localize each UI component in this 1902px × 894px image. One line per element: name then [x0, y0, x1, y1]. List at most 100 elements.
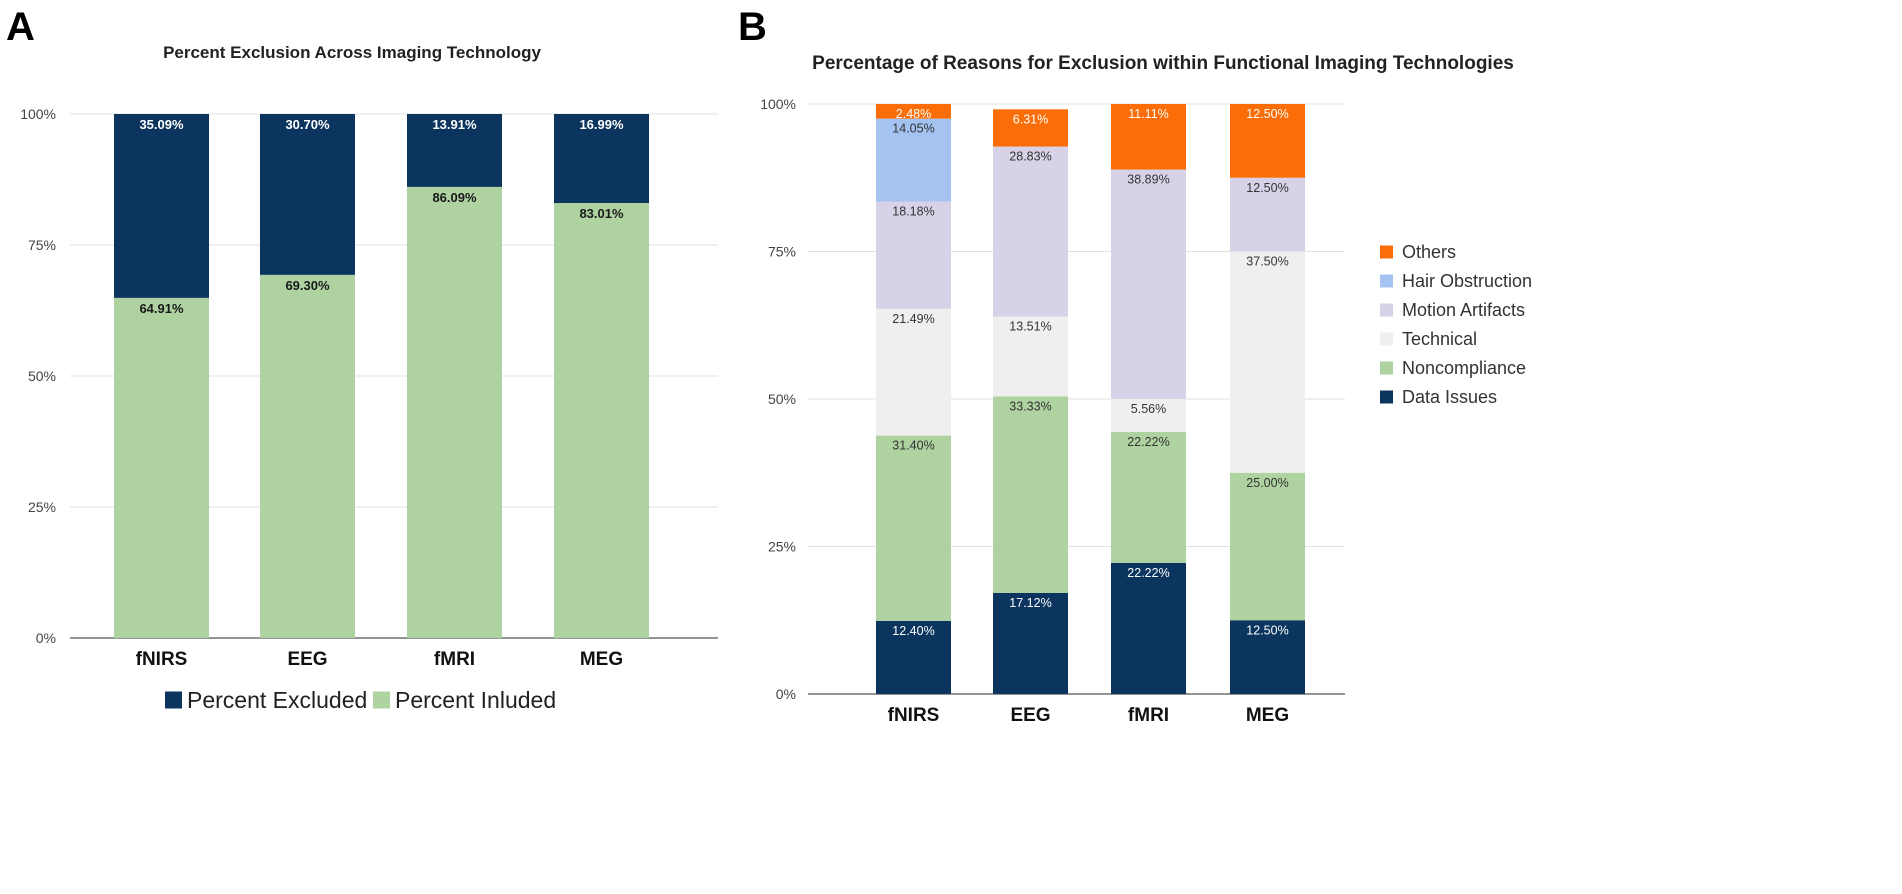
y-tick-label: 50% [28, 368, 56, 384]
data-label-hair-obstruction-fnirs: 14.05% [892, 122, 934, 136]
bar-segment-data-issues-meg [1230, 620, 1305, 694]
x-tick-label-fnirs: fNIRS [136, 649, 188, 670]
bar-segment-technical-fmri [1111, 399, 1186, 432]
legend-swatch-technical [1380, 332, 1393, 346]
legend-swatch-noncompliance [1380, 361, 1393, 375]
panel-a-letter: A [6, 5, 35, 49]
data-label-motion-artifacts-eeg: 28.83% [1009, 150, 1051, 164]
data-label-technical-fmri: 5.56% [1131, 402, 1166, 416]
legend-label-motion-artifacts: Motion Artifacts [1402, 300, 1525, 320]
chart-a: 0% 25% 50% 75% 100% 64.91% 35.09% fNIRS 69.30% 30… [20, 106, 718, 713]
y-tick-label: 75% [768, 244, 796, 260]
bar-segment-percent-excluded-eeg [260, 114, 355, 275]
bar-segment-noncompliance-eeg [993, 396, 1068, 593]
y-tick-label: 0% [36, 630, 56, 646]
data-label-percent-excluded-fnirs: 35.09% [139, 117, 184, 132]
legend-label-hair-obstruction: Hair Obstruction [1402, 271, 1532, 291]
bar-segment-hair-obstruction-fnirs [876, 118, 951, 202]
y-tick-label: 25% [28, 499, 56, 515]
data-label-data-issues-eeg: 17.12% [1009, 596, 1051, 610]
data-label-percent-inluded-fnirs: 64.91% [139, 301, 184, 316]
x-tick-label-fnirs: fNIRS [888, 705, 940, 726]
chart-b-title: Percentage of Reasons for Exclusion with… [812, 53, 1514, 74]
data-label-technical-fnirs: 21.49% [892, 312, 934, 326]
legend-label-percent-excluded: Percent Excluded [187, 687, 367, 713]
data-label-technical-eeg: 13.51% [1009, 320, 1051, 334]
panel-b-letter: B [738, 5, 767, 49]
bar-segment-percent-inluded-eeg [260, 274, 355, 638]
bar-segment-others-eeg [993, 109, 1068, 147]
chart-b: 0% 25% 50% 75% 100% 12.40% 31.40% 21.49% 18.18% 1… [760, 96, 1532, 726]
y-tick-label: 50% [768, 391, 796, 407]
data-label-data-issues-fnirs: 12.40% [892, 624, 934, 638]
bar-segment-noncompliance-fnirs [876, 435, 951, 621]
bar-segment-motion-artifacts-fmri [1111, 169, 1186, 399]
bar-segment-technical-fnirs [876, 308, 951, 436]
data-label-noncompliance-eeg: 33.33% [1009, 399, 1051, 413]
legend-swatch-percent-excluded [165, 691, 182, 709]
bar-segment-percent-excluded-meg [554, 114, 649, 204]
legend: Others Hair Obstruction Motion Artifacts Te… [1380, 242, 1532, 407]
y-tick-label: 100% [760, 96, 796, 112]
y-tick-label: 75% [28, 237, 56, 253]
data-label-data-issues-meg: 12.50% [1246, 623, 1288, 637]
bar-segment-others-meg [1230, 104, 1305, 178]
data-label-motion-artifacts-fnirs: 18.18% [892, 205, 934, 219]
bar-segment-motion-artifacts-eeg [993, 146, 1068, 317]
legend-label-noncompliance: Noncompliance [1402, 358, 1526, 378]
bar-segment-noncompliance-meg [1230, 472, 1305, 621]
legend-label-percent-inluded: Percent Inluded [395, 687, 556, 713]
bar-segment-data-issues-fnirs [876, 620, 951, 694]
data-label-percent-inluded-eeg: 69.30% [285, 278, 330, 293]
x-tick-label-meg: MEG [580, 649, 623, 670]
legend-swatch-others [1380, 245, 1393, 259]
y-tick-label: 0% [776, 686, 796, 702]
legend: Percent Excluded Percent Inluded [165, 687, 556, 713]
data-label-percent-inluded-meg: 83.01% [579, 206, 624, 221]
legend-swatch-percent-inluded [373, 691, 390, 709]
data-label-others-fmri: 11.11% [1128, 107, 1169, 121]
bar-segment-data-issues-eeg [993, 592, 1068, 694]
data-label-data-issues-fmri: 22.22% [1127, 566, 1169, 580]
data-label-noncompliance-fnirs: 31.40% [892, 439, 934, 453]
data-label-noncompliance-fmri: 22.22% [1127, 435, 1169, 449]
legend-label-others: Others [1402, 242, 1456, 262]
legend-label-technical: Technical [1402, 329, 1477, 349]
chart-a-title: Percent Exclusion Across Imaging Technol… [163, 43, 541, 62]
bar-segment-motion-artifacts-fnirs [876, 201, 951, 309]
bar-segment-technical-eeg [993, 316, 1068, 397]
bar-segment-others-fnirs [876, 104, 951, 119]
x-tick-label-eeg: EEG [1010, 705, 1050, 726]
bar-segment-others-fmri [1111, 104, 1186, 170]
legend-label-data-issues: Data Issues [1402, 387, 1497, 407]
bar-segment-technical-meg [1230, 251, 1305, 473]
legend-swatch-hair-obstruction [1380, 274, 1393, 288]
bar-segment-percent-inluded-fmri [407, 186, 502, 638]
data-label-others-fnirs: 2.48% [896, 107, 931, 121]
data-label-percent-excluded-fmri: 13.91% [432, 117, 477, 132]
bar-segment-percent-inluded-fnirs [114, 297, 209, 638]
legend-swatch-data-issues [1380, 390, 1393, 404]
x-tick-label-eeg: EEG [287, 649, 327, 670]
bar-segment-motion-artifacts-meg [1230, 177, 1305, 252]
data-label-percent-excluded-meg: 16.99% [579, 117, 624, 132]
y-tick-label: 100% [20, 106, 56, 122]
bar-segment-percent-excluded-fnirs [114, 114, 209, 298]
data-label-percent-excluded-eeg: 30.70% [285, 117, 330, 132]
data-label-motion-artifacts-fmri: 38.89% [1127, 173, 1169, 187]
x-tick-label-meg: MEG [1246, 705, 1289, 726]
data-label-others-meg: 12.50% [1246, 107, 1288, 121]
data-label-percent-inluded-fmri: 86.09% [432, 190, 477, 205]
data-label-technical-meg: 37.50% [1246, 255, 1288, 269]
x-tick-label-fmri: fMRI [434, 649, 475, 670]
bar-segment-percent-excluded-fmri [407, 114, 502, 187]
x-tick-label-fmri: fMRI [1128, 705, 1169, 726]
bar-segment-noncompliance-fmri [1111, 431, 1186, 563]
data-label-others-eeg: 6.31% [1013, 112, 1048, 126]
data-label-motion-artifacts-meg: 12.50% [1246, 181, 1288, 195]
bar-segment-percent-inluded-meg [554, 203, 649, 639]
legend-swatch-motion-artifacts [1380, 303, 1393, 317]
data-label-noncompliance-meg: 25.00% [1246, 476, 1288, 490]
y-tick-label: 25% [768, 539, 796, 555]
